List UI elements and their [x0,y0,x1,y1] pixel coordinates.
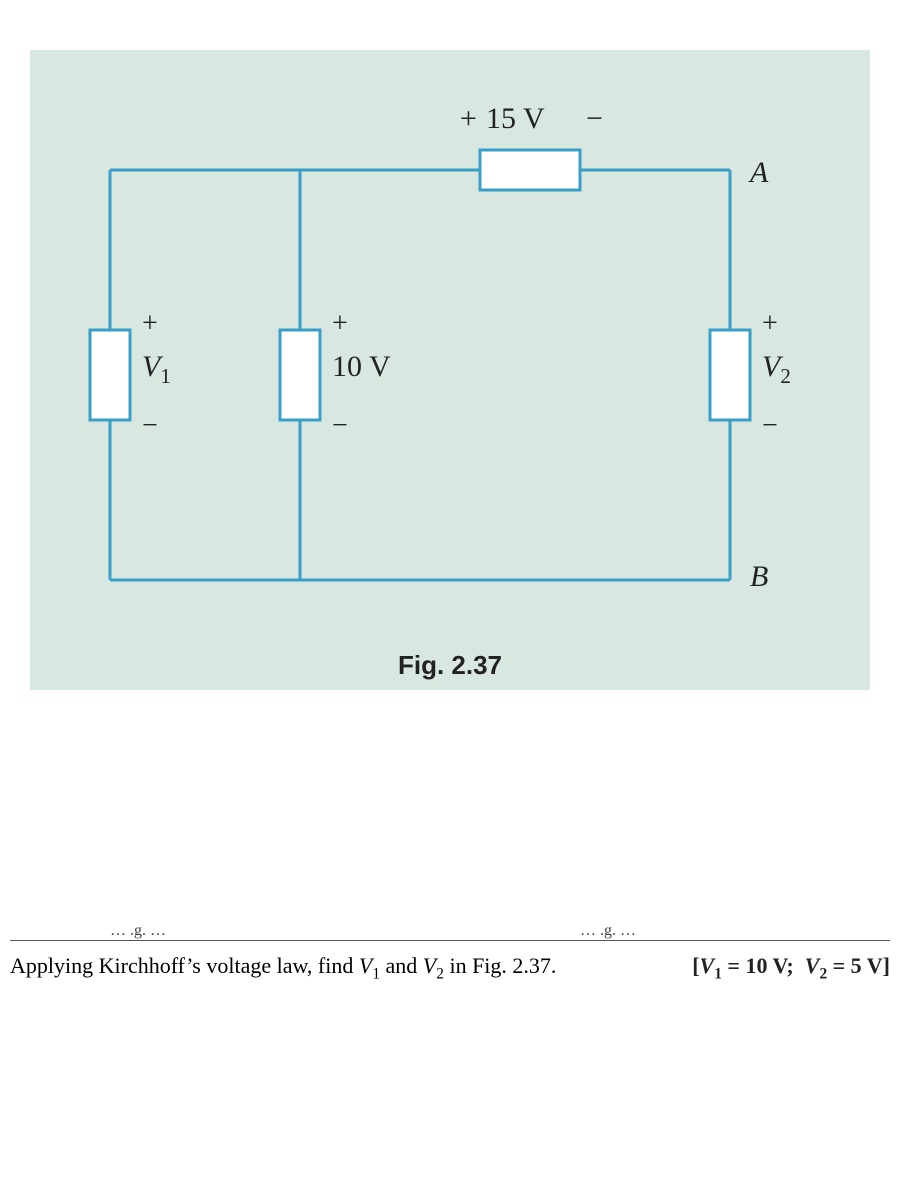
question-v2: V2 [423,953,444,978]
figure-caption: Fig. 2.37 [30,650,870,681]
node-b-label: B [750,560,768,594]
question-text: Applying Kirchhoff’s voltage law, find V… [10,953,556,978]
question-row: Applying Kirchhoff’s voltage law, find V… [10,940,890,983]
right-voltage-label: V2 [762,350,791,389]
top-voltage-label: 15 V [486,102,545,136]
right-polarity-bottom: − [762,410,778,442]
answer-text: [V1 = 10 V; V2 = 5 V] [692,953,890,983]
left-polarity-bottom: − [142,410,158,442]
circuit-figure: + 15 V − A B + V1 − + 10 V − + V2 − Fig.… [30,50,870,690]
top-polarity-left: + [460,102,477,136]
question-and: and [380,953,423,978]
right-polarity-top: + [762,308,778,340]
crop-artifact-left: … .g. … [110,922,166,940]
left-polarity-top: + [142,308,158,340]
node-a-label: A [750,156,768,190]
question-prefix: Applying Kirchhoff’s voltage law, find [10,953,359,978]
mid-voltage-label: 10 V [332,350,391,384]
question-suffix: in Fig. 2.37. [444,953,556,978]
mid-polarity-bottom: − [332,410,348,442]
mid-polarity-top: + [332,308,348,340]
crop-artifact-right: … .g. … [580,922,636,940]
top-polarity-right: − [586,102,603,136]
left-voltage-label: V1 [142,350,171,389]
question-v1: V1 [359,953,380,978]
